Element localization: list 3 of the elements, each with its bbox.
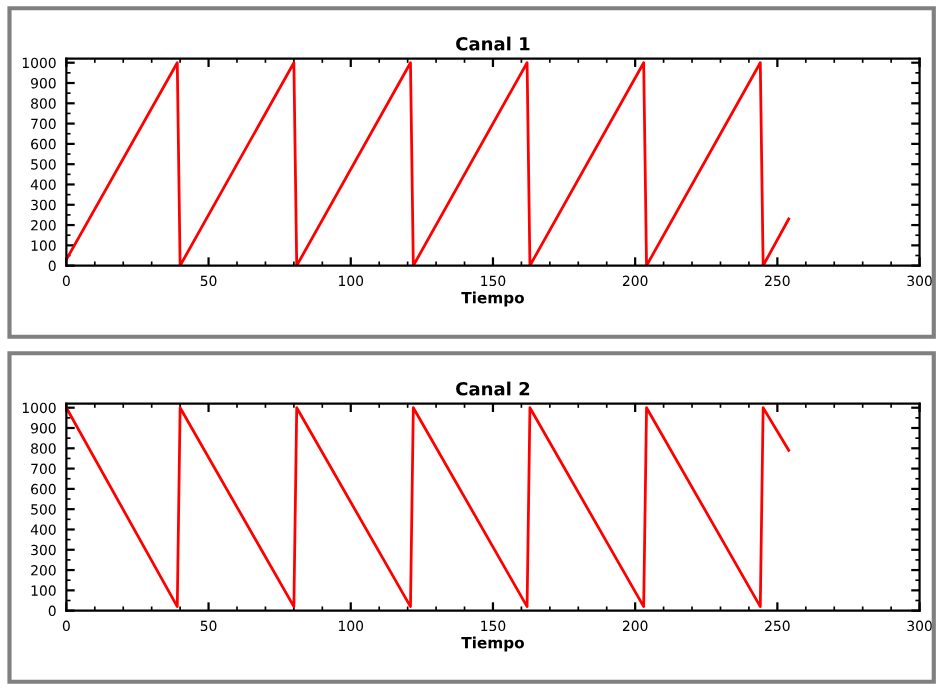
- chart-title: Canal 2: [456, 381, 530, 396]
- chart-title: Canal 1: [456, 36, 530, 51]
- line-series: [66, 61, 791, 266]
